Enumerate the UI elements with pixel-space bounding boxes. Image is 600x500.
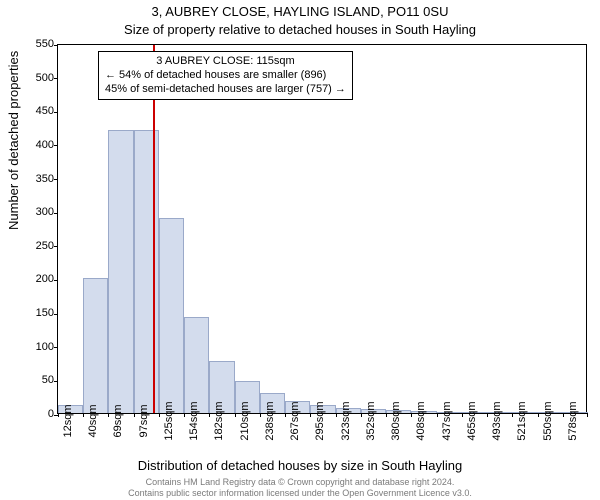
footer-line-1: Contains HM Land Registry data © Crown c… (0, 477, 600, 487)
xtick-label: 550sqm (542, 401, 554, 440)
ytick-label: 400 (14, 139, 54, 151)
ytick-mark (54, 347, 58, 348)
ytick-label: 150 (14, 307, 54, 319)
xtick-label: 238sqm (264, 401, 276, 440)
annotation-line-2: ← 54% of detached houses are smaller (89… (105, 69, 346, 83)
xtick-mark (83, 413, 84, 417)
xtick-mark (512, 413, 513, 417)
ytick-mark (54, 78, 58, 79)
xtick-mark (134, 413, 135, 417)
ytick-mark (54, 45, 58, 46)
xtick-mark (108, 413, 109, 417)
chart-container: 3, AUBREY CLOSE, HAYLING ISLAND, PO11 0S… (0, 0, 600, 500)
chart-title: 3, AUBREY CLOSE, HAYLING ISLAND, PO11 0S… (0, 4, 600, 19)
xtick-label: 521sqm (516, 401, 528, 440)
xtick-mark (310, 413, 311, 417)
ytick-label: 450 (14, 105, 54, 117)
xtick-mark (361, 413, 362, 417)
xtick-mark (209, 413, 210, 417)
histogram-bar (184, 317, 209, 413)
ytick-mark (54, 246, 58, 247)
xtick-label: 578sqm (567, 401, 579, 440)
annotation-box: 3 AUBREY CLOSE: 115sqm← 54% of detached … (98, 51, 353, 100)
xtick-label: 493sqm (491, 401, 503, 440)
xtick-label: 380sqm (390, 401, 402, 440)
ytick-mark (54, 280, 58, 281)
xtick-mark (587, 413, 588, 417)
xtick-mark (538, 413, 539, 417)
xtick-label: 125sqm (163, 401, 175, 440)
footer-line-2: Contains public sector information licen… (0, 488, 600, 498)
xtick-label: 12sqm (62, 404, 74, 437)
histogram-bar (83, 278, 108, 413)
xtick-label: 40sqm (87, 404, 99, 437)
xtick-mark (563, 413, 564, 417)
footer-attribution: Contains HM Land Registry data © Crown c… (0, 477, 600, 498)
xtick-mark (260, 413, 261, 417)
xtick-mark (487, 413, 488, 417)
xtick-label: 295sqm (314, 401, 326, 440)
ytick-label: 100 (14, 341, 54, 353)
ytick-label: 50 (14, 374, 54, 386)
annotation-line-3: 45% of semi-detached houses are larger (… (105, 83, 346, 97)
ytick-label: 250 (14, 240, 54, 252)
ytick-mark (54, 145, 58, 146)
ytick-label: 200 (14, 273, 54, 285)
xtick-mark (58, 413, 59, 417)
xtick-label: 182sqm (213, 401, 225, 440)
ytick-label: 500 (14, 72, 54, 84)
ytick-mark (54, 314, 58, 315)
xtick-label: 323sqm (340, 401, 352, 440)
xtick-mark (386, 413, 387, 417)
ytick-label: 300 (14, 206, 54, 218)
annotation-line-1: 3 AUBREY CLOSE: 115sqm (105, 55, 346, 69)
xtick-label: 352sqm (365, 401, 377, 440)
xtick-label: 97sqm (138, 404, 150, 437)
ytick-label: 0 (14, 408, 54, 420)
ytick-mark (54, 381, 58, 382)
xtick-label: 210sqm (239, 401, 251, 440)
ytick-mark (54, 179, 58, 180)
ytick-label: 550 (14, 38, 54, 50)
histogram-bar (108, 130, 133, 413)
xtick-mark (184, 413, 185, 417)
xtick-label: 437sqm (441, 401, 453, 440)
plot-area: 12sqm40sqm69sqm97sqm125sqm154sqm182sqm21… (57, 44, 587, 414)
chart-subtitle: Size of property relative to detached ho… (0, 22, 600, 37)
xtick-mark (159, 413, 160, 417)
xtick-label: 69sqm (112, 404, 124, 437)
xtick-label: 408sqm (415, 401, 427, 440)
xtick-mark (336, 413, 337, 417)
xtick-mark (437, 413, 438, 417)
x-axis-label: Distribution of detached houses by size … (0, 458, 600, 473)
xtick-mark (411, 413, 412, 417)
xtick-label: 465sqm (466, 401, 478, 440)
ytick-mark (54, 112, 58, 113)
xtick-label: 154sqm (188, 401, 200, 440)
xtick-label: 267sqm (289, 401, 301, 440)
xtick-mark (462, 413, 463, 417)
ytick-label: 350 (14, 173, 54, 185)
ytick-mark (54, 213, 58, 214)
xtick-mark (285, 413, 286, 417)
xtick-mark (235, 413, 236, 417)
histogram-bar (159, 218, 184, 413)
